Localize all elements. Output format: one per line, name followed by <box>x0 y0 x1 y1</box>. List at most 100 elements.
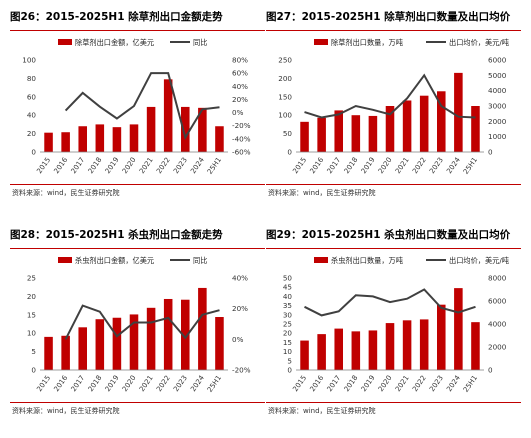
x-tick-label: 2016 <box>53 156 70 176</box>
x-tick-label: 2022 <box>155 156 172 175</box>
y-right-tick-label: 5000 <box>488 71 507 80</box>
title-rule <box>266 248 521 249</box>
x-tick-label: 2022 <box>155 374 172 393</box>
y-left-tick-label: 50 <box>283 129 293 138</box>
title-rule <box>10 30 265 31</box>
bar <box>129 314 139 370</box>
line-series <box>64 72 220 141</box>
bar <box>163 298 173 370</box>
x-tick-label: 2016 <box>309 374 326 394</box>
bar <box>146 106 156 152</box>
bar <box>61 335 70 370</box>
footer-rule <box>266 402 521 403</box>
y-left-tick-label: 0 <box>287 366 292 375</box>
y-right-tick-label: 4000 <box>488 86 507 95</box>
y-left-tick-label: 35 <box>283 301 292 310</box>
y-left-tick-label: 15 <box>283 338 292 347</box>
y-right-tick-label: 4000 <box>488 320 507 329</box>
y-right-tick-label: 2000 <box>488 117 507 126</box>
source-note: 资料来源：wind，民生证券研究院 <box>268 189 376 197</box>
y-left-tick-label: 20 <box>283 329 293 338</box>
x-tick-label: 2018 <box>87 374 104 393</box>
legend-label-line: 出口均价，美元/吨 <box>449 256 509 265</box>
bar <box>471 322 480 370</box>
y-right-tick-label: 1000 <box>488 132 507 141</box>
y-right-tick-label: 6000 <box>488 297 507 306</box>
chart-panel-1: 图26：2015-2025H1 除草剂出口金额走势 除草剂出口金额，亿美元 同比 0… <box>10 4 265 216</box>
bar <box>437 304 446 370</box>
bar <box>368 330 378 370</box>
bar <box>78 327 87 370</box>
bar <box>181 299 190 370</box>
legend-swatch-bar <box>58 39 72 45</box>
bar <box>112 317 122 370</box>
source-note: 资料来源：wind，民生证券研究院 <box>12 407 120 415</box>
chart-panel-4: 图29：2015-2025H1 杀虫剂出口数量及出口均价 杀虫剂出口数量，万吨 出… <box>266 222 521 434</box>
x-tick-label: 25H1 <box>462 156 479 176</box>
bar <box>437 91 446 152</box>
y-left-tick-label: 20 <box>27 292 37 301</box>
legend-label-bar: 杀虫剂出口金额，亿美元 <box>75 256 154 265</box>
bar <box>146 307 156 370</box>
bar <box>112 127 122 152</box>
x-tick-label: 2023 <box>172 156 189 175</box>
title-rule <box>10 248 265 249</box>
bar <box>181 106 190 152</box>
x-tick-label: 2020 <box>377 374 394 393</box>
x-tick-label: 2019 <box>360 374 377 393</box>
bar <box>78 126 87 152</box>
source-note: 资料来源：wind，民生证券研究院 <box>12 189 120 197</box>
y-left-tick-label: 30 <box>283 310 293 319</box>
chart-title: 图29：2015-2025H1 杀虫剂出口数量及出口均价 <box>266 229 511 241</box>
y-right-tick-label: 20% <box>232 95 248 104</box>
y-left-tick-label: 0 <box>31 366 36 375</box>
y-left-tick-label: 20 <box>27 129 37 138</box>
line-series <box>304 288 476 317</box>
x-tick-label: 25H1 <box>206 374 223 394</box>
bar <box>351 331 361 370</box>
bar <box>334 328 343 370</box>
x-tick-label: 2019 <box>104 156 121 175</box>
y-right-tick-label: 20% <box>232 304 248 313</box>
bar <box>351 115 361 152</box>
x-tick-label: 2021 <box>394 374 411 393</box>
y-left-tick-label: 25 <box>283 320 292 329</box>
chart-4: 杀虫剂出口数量，万吨 出口均价，美元/吨051015202530354045500… <box>283 256 509 394</box>
bar <box>198 287 207 370</box>
y-left-tick-label: 5 <box>31 347 36 356</box>
x-tick-label: 2017 <box>70 156 87 175</box>
y-right-tick-label: -20% <box>232 121 251 130</box>
y-left-tick-label: 150 <box>278 92 292 101</box>
x-tick-label: 2023 <box>172 374 189 393</box>
y-right-tick-label: 0 <box>488 366 493 375</box>
bar <box>163 79 173 152</box>
y-right-tick-label: 60% <box>232 69 248 78</box>
legend-label-bar: 除草剂出口金额，亿美元 <box>75 38 154 47</box>
y-left-tick-label: 10 <box>27 329 37 338</box>
y-left-tick-label: 60 <box>27 92 37 101</box>
legend: 杀虫剂出口金额，亿美元 同比 <box>58 256 207 265</box>
footer-rule <box>10 402 265 403</box>
x-tick-label: 2020 <box>121 374 138 393</box>
y-left-tick-label: 100 <box>278 111 292 120</box>
y-right-tick-label: 40% <box>232 274 248 283</box>
bar <box>300 121 309 152</box>
chart-panel-3: 图28：2015-2025H1 杀虫剂出口金额走势 杀虫剂出口金额，亿美元 同比 0… <box>10 222 265 434</box>
y-right-tick-label: 0% <box>232 108 244 117</box>
bar <box>385 106 395 152</box>
bar <box>368 115 378 152</box>
x-tick-label: 2021 <box>138 374 155 393</box>
legend: 杀虫剂出口数量，万吨 出口均价，美元/吨 <box>314 256 509 265</box>
x-tick-label: 2021 <box>394 156 411 175</box>
y-right-tick-label: 0 <box>488 148 493 157</box>
y-right-tick-label: 40% <box>232 82 248 91</box>
y-left-tick-label: 15 <box>27 310 36 319</box>
bar <box>385 323 395 370</box>
legend: 除草剂出口数量，万吨 出口均价，美元/吨 <box>314 38 509 47</box>
legend-swatch-bar <box>314 257 328 263</box>
y-right-tick-label: -20% <box>232 366 251 375</box>
legend-label-bar: 杀虫剂出口数量，万吨 <box>331 256 403 265</box>
y-right-tick-label: -40% <box>232 134 251 143</box>
y-left-tick-label: 250 <box>278 56 292 65</box>
chart-title: 图28：2015-2025H1 杀虫剂出口金额走势 <box>10 229 223 241</box>
